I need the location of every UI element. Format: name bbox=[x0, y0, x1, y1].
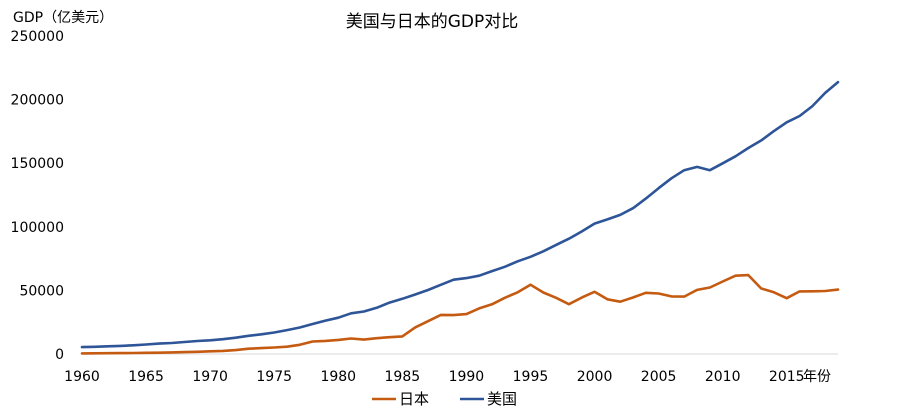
y-tick-label: 50000 bbox=[19, 283, 64, 299]
x-tick-label: 1985 bbox=[385, 369, 421, 385]
y-tick-label: 150000 bbox=[11, 156, 64, 172]
legend-label: 美国 bbox=[487, 390, 517, 408]
legend-label: 日本 bbox=[399, 390, 429, 408]
legend-item: 日本 bbox=[372, 390, 429, 408]
y-tick-label: 250000 bbox=[11, 29, 64, 45]
x-tick-label: 2000 bbox=[577, 369, 613, 385]
series-line-0 bbox=[80, 273, 840, 355]
y-axis-ticks: 0 50000 100000 150000 200000 250000 bbox=[11, 29, 64, 363]
x-axis-label: 年份 bbox=[803, 369, 831, 385]
chart-title: 美国与日本的GDP对比 bbox=[346, 12, 519, 32]
y-tick-label: 0 bbox=[55, 347, 64, 363]
y-tick-label: 200000 bbox=[11, 93, 64, 109]
x-tick-label: 1980 bbox=[320, 369, 356, 385]
y-axis-label: GDP（亿美元） bbox=[13, 10, 113, 26]
x-axis-ticks: 1960 1965 1970 1975 1980 1985 1990 1995 2000 2005… bbox=[64, 369, 804, 385]
x-tick-label: 2015 bbox=[769, 369, 805, 385]
x-tick-label: 1990 bbox=[449, 369, 485, 385]
y-tick-label: 100000 bbox=[11, 220, 64, 236]
x-tick-label: 1965 bbox=[128, 369, 164, 385]
x-tick-label: 1975 bbox=[256, 369, 292, 385]
x-tick-label: 1970 bbox=[192, 369, 228, 385]
x-tick-label: 1960 bbox=[64, 369, 100, 385]
x-tick-label: 1995 bbox=[513, 369, 549, 385]
series-line-1 bbox=[80, 80, 840, 349]
x-tick-label: 2005 bbox=[641, 369, 677, 385]
x-tick-label: 2010 bbox=[705, 369, 741, 385]
legend: 日本 美国 bbox=[372, 390, 517, 408]
legend-item: 美国 bbox=[460, 390, 517, 408]
series-lines bbox=[80, 80, 840, 355]
